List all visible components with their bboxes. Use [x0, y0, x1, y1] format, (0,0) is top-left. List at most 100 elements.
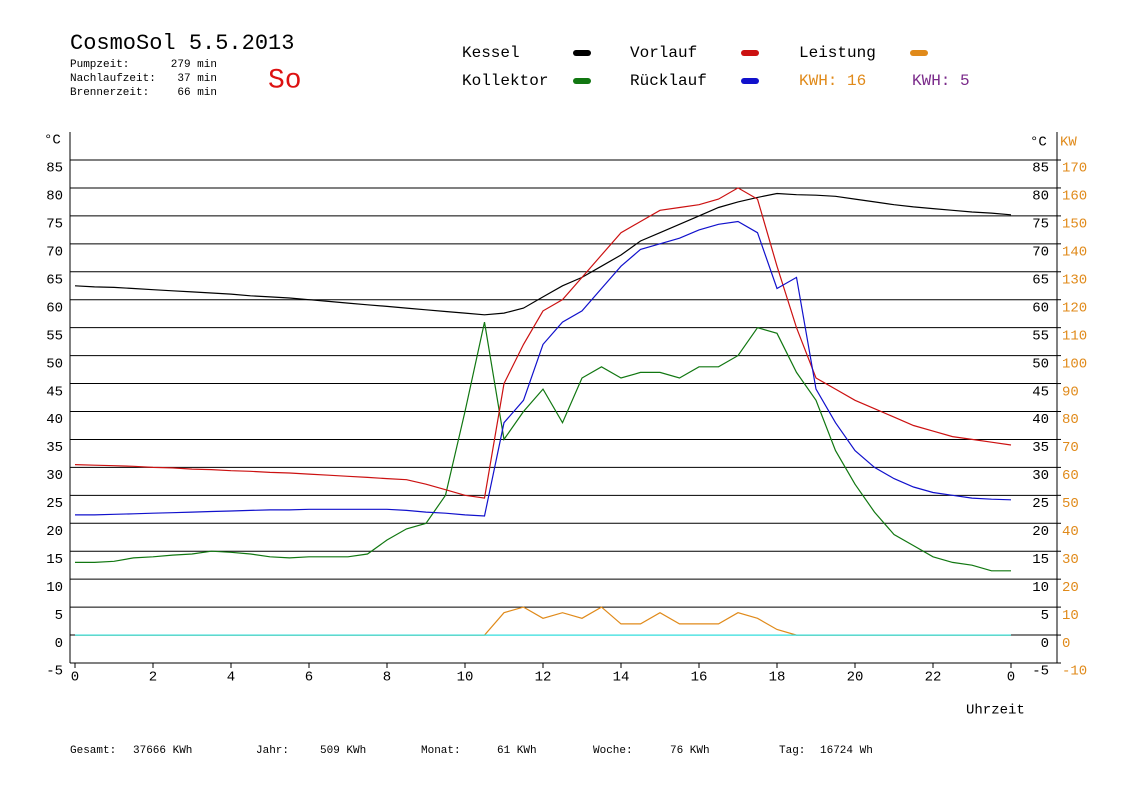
y2-tick-label: 100	[1062, 356, 1087, 372]
x-tick-label: 6	[305, 670, 313, 686]
x-tick-label: 16	[691, 670, 708, 686]
y2-tick-label: 20	[1062, 580, 1079, 596]
stat-label: Nachlaufzeit:	[70, 73, 156, 85]
y2-tick-label: 30	[1062, 552, 1079, 568]
y2-tick-label: 0	[1062, 636, 1070, 652]
footer-label: Woche:	[593, 745, 633, 757]
y-tick-label-right: 75	[1032, 217, 1049, 233]
y-tick-label: 45	[46, 384, 63, 400]
x-tick-label: 10	[457, 670, 474, 686]
y2-tick-label: 140	[1062, 245, 1087, 261]
y-tick-label: 70	[46, 245, 63, 261]
y-tick-label: 20	[46, 524, 63, 540]
series-line	[75, 606, 1011, 636]
y2-tick-label: 160	[1062, 189, 1087, 205]
y-tick-label: 15	[46, 552, 63, 568]
y-tick-label-right: 35	[1032, 440, 1049, 456]
y-tick-label-right: 50	[1032, 356, 1049, 372]
y2-tick-label: 110	[1062, 328, 1087, 344]
y2-tick-label: -10	[1062, 664, 1087, 680]
y2-tick-label: 10	[1062, 608, 1079, 624]
stat-label: Brennerzeit:	[70, 87, 149, 99]
kwh-label: KWH: 16	[799, 72, 866, 90]
y2-tick-label: 130	[1062, 272, 1087, 288]
footer-value: 509 KWh	[320, 745, 366, 757]
y2-tick-label: 120	[1062, 300, 1087, 316]
x-tick-label: 20	[847, 670, 864, 686]
x-tick-label: 0	[71, 670, 79, 686]
y-tick-label: -5	[46, 664, 63, 680]
y2-tick-label: 170	[1062, 161, 1087, 177]
x-tick-label: 8	[383, 670, 391, 686]
series-line	[74, 187, 1012, 499]
stat-value: 37 min	[177, 73, 217, 85]
footer-label: Monat:	[421, 745, 461, 757]
y-tick-label-right: 30	[1032, 468, 1049, 484]
x-tick-label: 2	[149, 670, 157, 686]
y-tick-label: 30	[46, 468, 63, 484]
y-tick-label-right: 10	[1032, 580, 1049, 596]
y2-tick-label: 80	[1062, 412, 1079, 428]
y2-tick-label: 150	[1062, 217, 1087, 233]
y-tick-label-right: 20	[1032, 524, 1049, 540]
y-tick-label: 65	[46, 272, 63, 288]
footer-label: Tag:	[779, 745, 805, 757]
day: So	[268, 65, 302, 96]
y-tick-label-right: 45	[1032, 384, 1049, 400]
x-tick-label: 22	[925, 670, 942, 686]
series-line	[75, 321, 1011, 572]
y-tick-label: 35	[46, 440, 63, 456]
y-tick-label-right: 25	[1032, 496, 1049, 512]
x-tick-label: 14	[613, 670, 630, 686]
legend-label: Kessel	[462, 44, 520, 62]
footer-value: 16724 Wh	[820, 745, 873, 757]
y2-tick-label: 60	[1062, 468, 1079, 484]
y-tick-label: 5	[55, 608, 63, 624]
x-axis-label: Uhrzeit	[966, 703, 1025, 719]
stat-value: 66 min	[177, 87, 217, 99]
y-tick-label-right: 80	[1032, 189, 1049, 205]
legend-label: Kollektor	[462, 72, 548, 90]
footer-label: Jahr:	[256, 745, 289, 757]
x-tick-label: 0	[1007, 670, 1015, 686]
x-tick-label: 18	[769, 670, 786, 686]
title: CosmoSol 5.5.2013	[70, 31, 294, 56]
y-tick-label: 10	[46, 580, 63, 596]
y-tick-label-right: 70	[1032, 245, 1049, 261]
y2-tick-label: 90	[1062, 384, 1079, 400]
y2-unit: KW	[1060, 135, 1077, 151]
footer-value: 76 KWh	[670, 745, 710, 757]
series-line	[74, 192, 1012, 316]
y2-axis-label: °C	[1030, 135, 1047, 151]
y-tick-label: 25	[46, 496, 63, 512]
y2-tick-label: 70	[1062, 440, 1079, 456]
y-tick-label-right: 60	[1032, 300, 1049, 316]
y2-tick-label: 40	[1062, 524, 1079, 540]
y-tick-label-right: 40	[1032, 412, 1049, 428]
legend-label: Leistung	[799, 44, 876, 62]
legend-label: Rücklauf	[630, 72, 707, 90]
y-tick-label-right: 5	[1041, 608, 1049, 624]
footer-label: Gesamt:	[70, 745, 116, 757]
series-line	[75, 220, 1012, 517]
y-axis-label: °C	[44, 133, 61, 149]
y-tick-label-right: 0	[1041, 636, 1049, 652]
y-tick-label: 80	[46, 189, 63, 205]
y-tick-label: 75	[46, 217, 63, 233]
kwh-label: KWH: 5	[912, 72, 970, 90]
stat-value: 279 min	[171, 59, 217, 71]
y-tick-label-right: -5	[1032, 664, 1049, 680]
y-tick-label-right: 55	[1032, 328, 1049, 344]
y-tick-label: 60	[46, 300, 63, 316]
y-tick-label: 40	[46, 412, 63, 428]
y-tick-label: 55	[46, 328, 63, 344]
y-tick-label-right: 65	[1032, 272, 1049, 288]
stat-label: Pumpzeit:	[70, 59, 129, 71]
y-tick-label: 85	[46, 161, 63, 177]
y-tick-label: 0	[55, 636, 63, 652]
x-tick-label: 4	[227, 670, 235, 686]
footer-value: 37666 KWh	[133, 745, 192, 757]
footer-value: 61 KWh	[497, 745, 537, 757]
y-tick-label-right: 85	[1032, 161, 1049, 177]
